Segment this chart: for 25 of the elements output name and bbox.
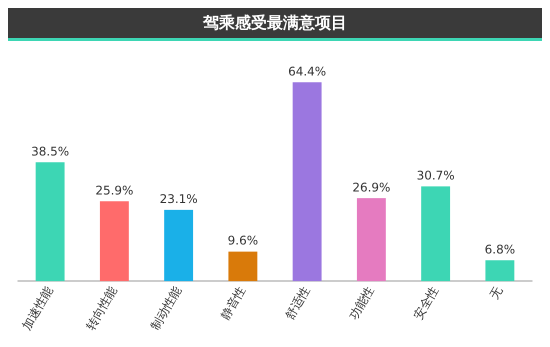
data-label: 64.4% [288, 64, 326, 78]
bar [421, 186, 450, 282]
x-tick-label: 安全性 [410, 284, 441, 322]
x-tick-label: 转向性能 [84, 284, 120, 332]
chart-title: 驾乘感受最满意项目 [203, 12, 347, 34]
data-label: 25.9% [95, 183, 134, 198]
bar [228, 252, 258, 282]
data-label: 9.6% [228, 234, 258, 248]
data-label: 26.9% [352, 180, 390, 194]
x-tick-label: 静音性 [218, 284, 248, 322]
data-label: 30.7% [416, 168, 455, 183]
bar [356, 198, 386, 282]
data-label: 38.5% [31, 144, 70, 158]
x-tick-label: 制动性能 [148, 284, 184, 332]
data-label: 6.8% [484, 242, 516, 256]
x-tick-label: 功能性 [346, 284, 377, 322]
bar [100, 201, 129, 282]
x-tick-label: 舒适性 [282, 284, 312, 322]
bar [164, 210, 194, 282]
bar [292, 82, 322, 282]
x-tick-label: 无 [487, 284, 506, 302]
data-label: 23.1% [160, 192, 198, 206]
x-tick-label: 加速性能 [19, 284, 56, 332]
bar [485, 260, 514, 282]
bar [36, 162, 65, 282]
